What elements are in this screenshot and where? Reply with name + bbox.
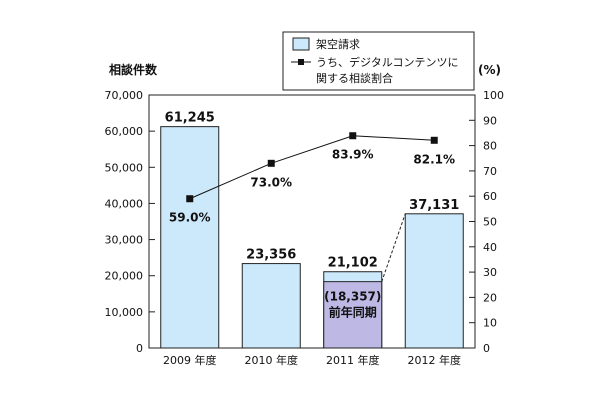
comparison-bar xyxy=(323,281,383,349)
y-tick-label: 0 xyxy=(136,342,143,355)
legend: 架空請求 うち、デジタルコンテンツに 関する相談割合 xyxy=(282,31,475,91)
comparison-connector xyxy=(381,213,406,282)
bar xyxy=(241,263,301,349)
category-label: 2011 年度 xyxy=(326,353,380,367)
y2-axis-title: (%) xyxy=(478,63,501,77)
percentage-value-label: 82.1% xyxy=(413,152,455,166)
percentage-value-label: 73.0% xyxy=(250,175,292,189)
bars xyxy=(160,126,464,349)
data-labels: 61,245 23,356 21,102 37,131 59.0% 73.0% 83.9% 8… xyxy=(165,111,460,320)
y-tick-label: 30,000 xyxy=(105,234,144,247)
comparison-caption: 前年同期 xyxy=(329,305,377,320)
y-tick-label: 40,000 xyxy=(105,197,144,210)
y2-tick-label: 70 xyxy=(483,165,497,178)
percentage-marker xyxy=(267,159,275,167)
percentage-marker xyxy=(186,195,194,203)
y2-tick-label: 90 xyxy=(483,114,497,127)
y2-tick-label: 30 xyxy=(483,266,497,279)
y2-tick-label: 80 xyxy=(483,140,497,153)
y-tick-label: 50,000 xyxy=(105,161,144,174)
legend-label-bar: 架空請求 xyxy=(316,37,360,51)
percentage-polyline xyxy=(189,135,435,200)
y-tick-label: 20,000 xyxy=(105,270,144,283)
y2-tick-label: 40 xyxy=(483,241,497,254)
percentage-line xyxy=(186,132,438,203)
bar-value-label: 37,131 xyxy=(409,198,459,213)
y2-tick-label: 0 xyxy=(483,342,490,355)
y-axis: 0 10,000 20,000 30,000 40,000 50,000 60,000 70,… xyxy=(105,89,155,355)
y2-axis: 0 10 20 30 40 50 60 70 80 90 100 xyxy=(469,89,504,355)
category-label: 2012 年度 xyxy=(408,353,462,367)
legend-label-line-2: 関する相談割合 xyxy=(316,71,393,85)
percentage-value-label: 59.0% xyxy=(169,211,211,225)
x-axis: 2009 年度 2010 年度 2011 年度 2012 年度 xyxy=(163,353,461,367)
bar xyxy=(160,126,220,349)
y2-tick-label: 20 xyxy=(483,291,497,304)
y2-tick-label: 10 xyxy=(483,317,497,330)
percentage-value-label: 83.9% xyxy=(332,148,374,162)
legend-label-line-1: うち、デジタルコンテンツに xyxy=(316,55,459,69)
bar xyxy=(404,213,464,349)
y-tick-label: 70,000 xyxy=(105,89,144,102)
legend-box xyxy=(282,31,475,91)
bar-value-label: 21,102 xyxy=(328,256,378,271)
y2-tick-label: 50 xyxy=(483,216,497,229)
legend-marker-swatch xyxy=(298,59,304,65)
bar-value-label: 23,356 xyxy=(246,248,296,263)
y-tick-label: 60,000 xyxy=(105,125,144,138)
bar-value-label: 61,245 xyxy=(165,111,215,126)
y2-tick-label: 60 xyxy=(483,190,497,203)
y2-tick-label: 100 xyxy=(483,89,504,102)
percentage-marker xyxy=(430,136,438,144)
comparison-value-label: (18,357) xyxy=(324,290,381,304)
legend-swatch-bar xyxy=(292,37,310,51)
y-tick-label: 10,000 xyxy=(105,306,144,319)
category-label: 2009 年度 xyxy=(163,353,217,367)
y-axis-title: 相談件数 xyxy=(109,62,158,77)
percentage-marker xyxy=(349,132,357,140)
category-label: 2010 年度 xyxy=(245,353,299,367)
